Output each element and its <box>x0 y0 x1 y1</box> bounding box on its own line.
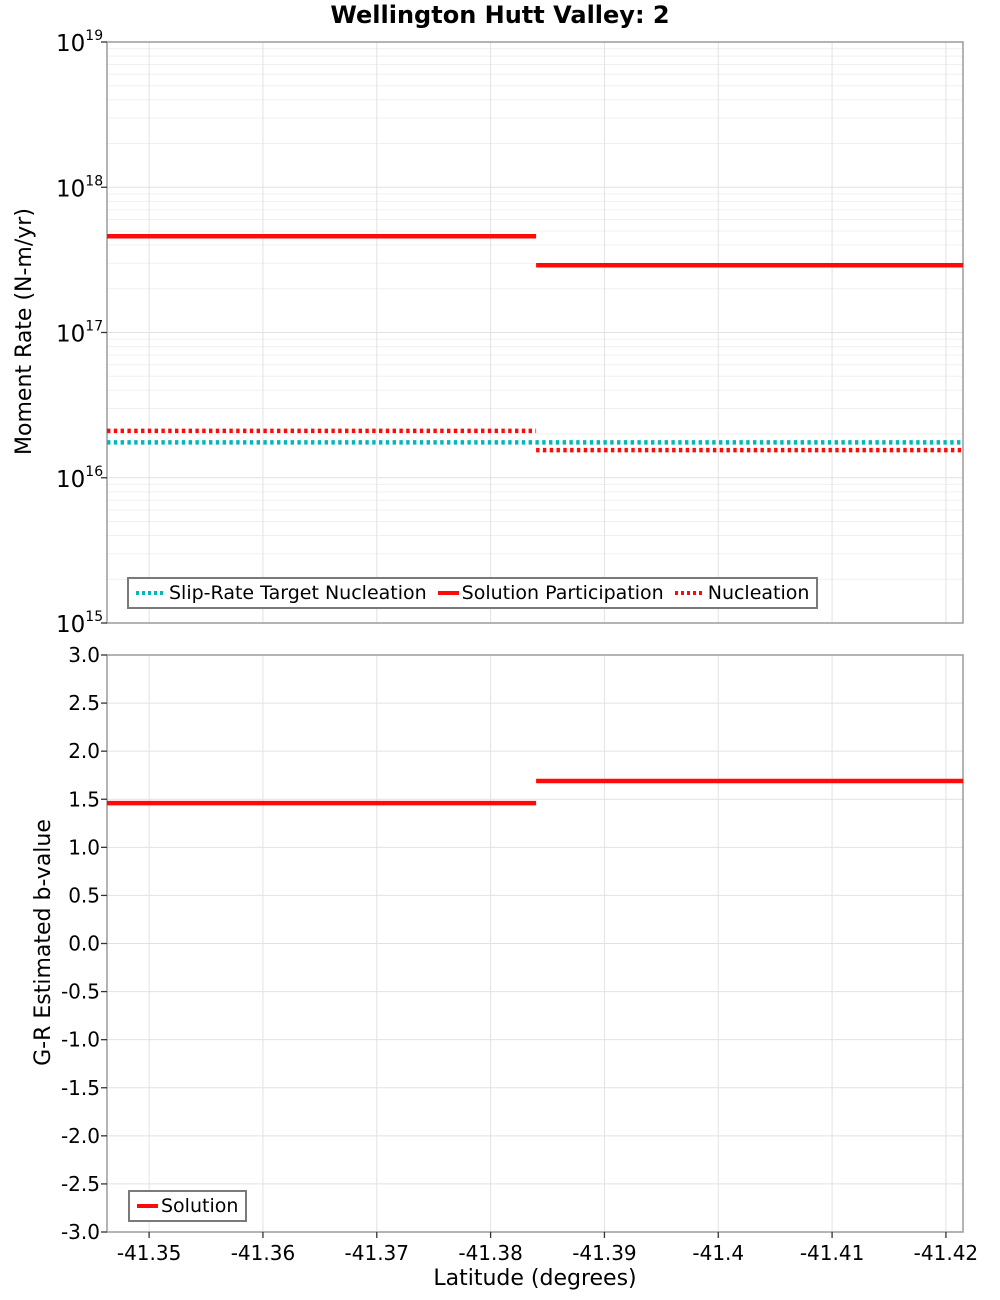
x-tick-label: -41.38 <box>458 1241 522 1265</box>
x-tick-label: -41.39 <box>572 1241 636 1265</box>
y-tick-label: 0.5 <box>68 883 100 907</box>
legend-label-solution: Solution <box>161 1195 239 1217</box>
y-tick-label: 1019 <box>56 28 103 57</box>
y-tick-label: -3.0 <box>61 1220 100 1244</box>
y-tick-label: 1017 <box>56 319 103 348</box>
b-value-legend: Solution <box>128 1190 248 1222</box>
y-tick-label: 3.0 <box>68 643 100 667</box>
legend-label-slip-rate-target-nucleation: Slip-Rate Target Nucleation <box>169 582 427 604</box>
y-tick-label: 1.5 <box>68 787 100 811</box>
solution-participation-swatch <box>437 590 459 596</box>
page-title: Wellington Hutt Valley: 2 <box>330 1 670 29</box>
y-tick-label: -1.5 <box>61 1076 100 1100</box>
slip-rate-target-nucleation-swatch <box>136 591 166 595</box>
moment-rate-axis-label: Moment Rate (N-m/yr) <box>12 208 37 455</box>
x-tick-label: -41.36 <box>231 1241 295 1265</box>
legend-label-nucleation: Nucleation <box>707 582 810 604</box>
y-tick-label: -1.0 <box>61 1028 100 1052</box>
y-tick-label: 2.5 <box>68 691 100 715</box>
x-tick-label: -41.37 <box>345 1241 409 1265</box>
y-tick-label: 1018 <box>56 173 103 202</box>
solution-swatch <box>137 1203 158 1209</box>
series-line-solution <box>107 778 963 806</box>
x-tick-label: -41.35 <box>117 1241 181 1265</box>
y-tick-label: 1015 <box>56 609 103 638</box>
y-tick-label: 1016 <box>56 464 103 493</box>
y-tick-label: 0.0 <box>68 932 100 956</box>
x-tick-label: -41.4 <box>692 1241 744 1265</box>
moment-rate-legend: Slip-Rate Target Nucleation Solution Par… <box>127 577 819 609</box>
nucleation-swatch <box>674 591 705 595</box>
series-line-nucleation <box>107 428 963 453</box>
legend-label-solution-participation: Solution Participation <box>461 582 664 604</box>
y-tick-label: -0.5 <box>61 980 100 1004</box>
y-tick-label: 1.0 <box>68 835 100 859</box>
b-value-axis-label: G-R Estimated b-value <box>31 819 56 1066</box>
y-tick-label: -2.5 <box>61 1172 100 1196</box>
y-tick-label: -2.0 <box>61 1124 100 1148</box>
latitude-axis-label: Latitude (degrees) <box>433 1266 637 1291</box>
x-tick-label: -41.41 <box>800 1241 864 1265</box>
x-tick-label: -41.42 <box>914 1241 978 1265</box>
series-line-solution-participation <box>107 233 963 268</box>
y-tick-label: 2.0 <box>68 739 100 763</box>
